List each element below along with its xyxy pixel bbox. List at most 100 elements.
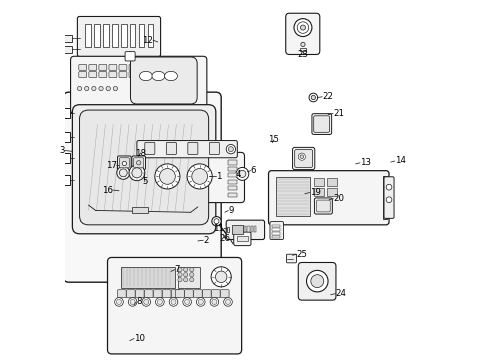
FancyBboxPatch shape [202,290,211,298]
Text: 26: 26 [219,234,230,243]
Circle shape [132,168,142,178]
Text: 17: 17 [105,161,117,170]
Text: 1: 1 [215,172,221,181]
Text: 8: 8 [136,297,142,306]
Circle shape [211,217,221,226]
Text: 22: 22 [322,92,333,101]
FancyBboxPatch shape [126,290,135,298]
Bar [250,226,252,232]
FancyBboxPatch shape [130,57,197,104]
FancyBboxPatch shape [107,257,241,354]
Ellipse shape [139,71,152,81]
Bar [129,24,135,47]
Bar [228,160,237,165]
Circle shape [155,298,164,306]
FancyBboxPatch shape [144,142,155,154]
FancyBboxPatch shape [162,290,171,298]
FancyBboxPatch shape [286,254,296,263]
Circle shape [308,93,317,102]
Circle shape [183,298,191,306]
FancyBboxPatch shape [209,142,219,154]
FancyBboxPatch shape [184,290,193,298]
FancyBboxPatch shape [132,156,145,170]
Bar [272,232,280,234]
Text: 20: 20 [333,194,344,203]
Bar [272,235,280,238]
Bar [62,175,70,185]
Text: 2: 2 [203,236,208,245]
Circle shape [300,25,305,30]
Bar [228,193,237,197]
FancyBboxPatch shape [316,200,329,212]
Text: 5: 5 [142,177,147,186]
Bar [272,225,280,227]
Circle shape [310,95,315,100]
FancyBboxPatch shape [117,290,126,298]
Circle shape [178,267,182,272]
FancyBboxPatch shape [135,152,244,203]
FancyBboxPatch shape [193,290,202,298]
Circle shape [159,168,175,184]
Circle shape [300,42,305,46]
FancyBboxPatch shape [314,198,332,214]
Bar [63,45,72,53]
Bar [102,24,108,47]
Text: 9: 9 [228,206,233,215]
Circle shape [189,273,194,277]
Text: 16: 16 [102,185,113,194]
Bar [85,24,90,47]
FancyBboxPatch shape [129,72,137,77]
Bar [147,24,153,47]
Circle shape [293,19,311,37]
Bar [94,24,100,47]
FancyBboxPatch shape [109,72,117,77]
Circle shape [116,300,121,305]
Bar [244,226,246,232]
Circle shape [211,300,217,305]
Bar [228,186,237,190]
FancyBboxPatch shape [72,105,215,234]
FancyBboxPatch shape [99,64,106,70]
Bar [253,226,255,232]
Circle shape [223,298,232,306]
FancyBboxPatch shape [313,116,329,132]
FancyBboxPatch shape [383,177,393,219]
Circle shape [183,267,187,272]
Circle shape [189,267,194,272]
FancyBboxPatch shape [133,158,143,168]
FancyBboxPatch shape [129,64,137,70]
Bar [231,225,242,234]
FancyBboxPatch shape [233,232,250,246]
Circle shape [122,161,126,166]
Bar [62,153,70,163]
FancyBboxPatch shape [153,290,162,298]
FancyBboxPatch shape [171,290,180,298]
FancyBboxPatch shape [137,140,237,158]
Bar [314,178,324,186]
FancyBboxPatch shape [269,222,283,239]
Circle shape [211,267,231,287]
Circle shape [297,22,308,33]
FancyBboxPatch shape [119,72,126,77]
Circle shape [386,197,391,203]
Circle shape [183,273,187,277]
Circle shape [171,300,176,305]
Text: 3: 3 [60,146,65,155]
Bar [247,226,249,232]
FancyBboxPatch shape [311,114,331,134]
Circle shape [119,169,127,177]
FancyBboxPatch shape [187,142,198,154]
Bar [272,228,280,231]
Bar [62,108,70,118]
Circle shape [310,275,323,288]
Circle shape [128,298,137,306]
Circle shape [184,300,189,305]
Circle shape [169,298,178,306]
Circle shape [106,86,110,91]
Circle shape [189,278,194,282]
Ellipse shape [152,71,164,81]
Circle shape [178,278,182,282]
Circle shape [298,153,305,160]
FancyBboxPatch shape [89,64,97,70]
Circle shape [196,298,204,306]
